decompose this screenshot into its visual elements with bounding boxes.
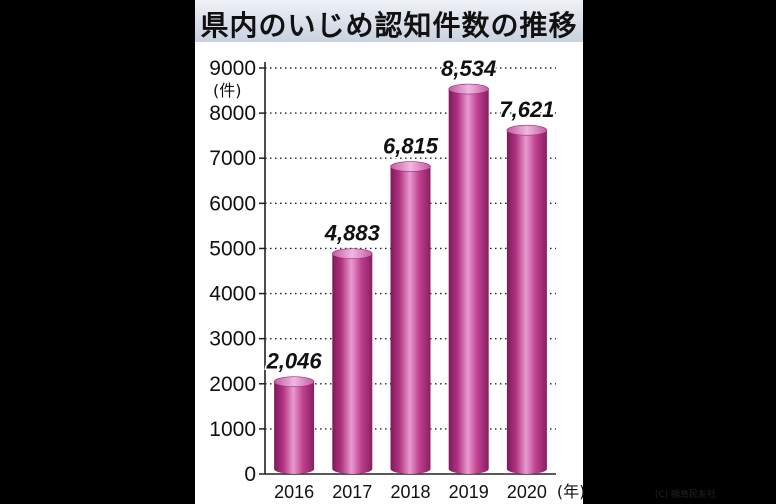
- y-tick-label: 9000: [209, 57, 256, 80]
- bar-body: [274, 381, 315, 474]
- bar-body: [506, 130, 547, 475]
- y-tick-label: 3000: [209, 328, 256, 351]
- bar-body: [332, 253, 373, 474]
- y-tick-label: 2000: [209, 373, 256, 396]
- bar-body: [448, 89, 489, 474]
- bar-value-label: 7,621: [499, 97, 554, 122]
- bar-top: [331, 248, 373, 260]
- y-tick-label: 1000: [209, 418, 256, 441]
- bar-value-label: 2,046: [266, 349, 323, 374]
- y-tick-label: 0: [244, 463, 256, 486]
- chart-title: 県内のいじめ認知件数の推移: [200, 9, 578, 42]
- bars: [273, 83, 548, 475]
- y-tick-label: 6000: [209, 192, 256, 215]
- bar-value-label: 4,883: [324, 221, 380, 246]
- bar-body: [390, 166, 431, 474]
- x-tick-label: 2016: [274, 482, 314, 502]
- y-tick-label: 7000: [209, 147, 256, 170]
- labels: 0 1000 2000 3000 4000 5000 6000 7000 8000 9000(件)…: [209, 55, 716, 502]
- bar: [331, 248, 373, 474]
- bar-top: [448, 83, 490, 95]
- y-tick-label: 4000: [209, 283, 256, 306]
- credit-text: (C) 福島民友社: [655, 488, 716, 500]
- bar-value-label: 6,815: [383, 134, 439, 159]
- bar: [273, 376, 315, 474]
- bar-value-label: 8,534: [441, 56, 496, 81]
- x-tick-label: 2017: [332, 482, 372, 502]
- y-tick-label: 8000: [209, 102, 256, 125]
- x-tick-label: 2019: [449, 482, 489, 502]
- y-tick-label: 5000: [209, 237, 256, 260]
- bar: [390, 161, 431, 474]
- bar: [506, 124, 548, 475]
- title-band: [195, 0, 583, 42]
- bar: [448, 83, 490, 474]
- bar-top: [390, 161, 431, 172]
- bar-top: [506, 124, 548, 136]
- y-axis-unit: (件): [213, 81, 242, 100]
- x-axis-unit: (年): [557, 482, 586, 501]
- x-tick-label: 2020: [507, 482, 547, 502]
- x-tick-label: 2018: [390, 482, 430, 502]
- bar-top: [273, 376, 315, 388]
